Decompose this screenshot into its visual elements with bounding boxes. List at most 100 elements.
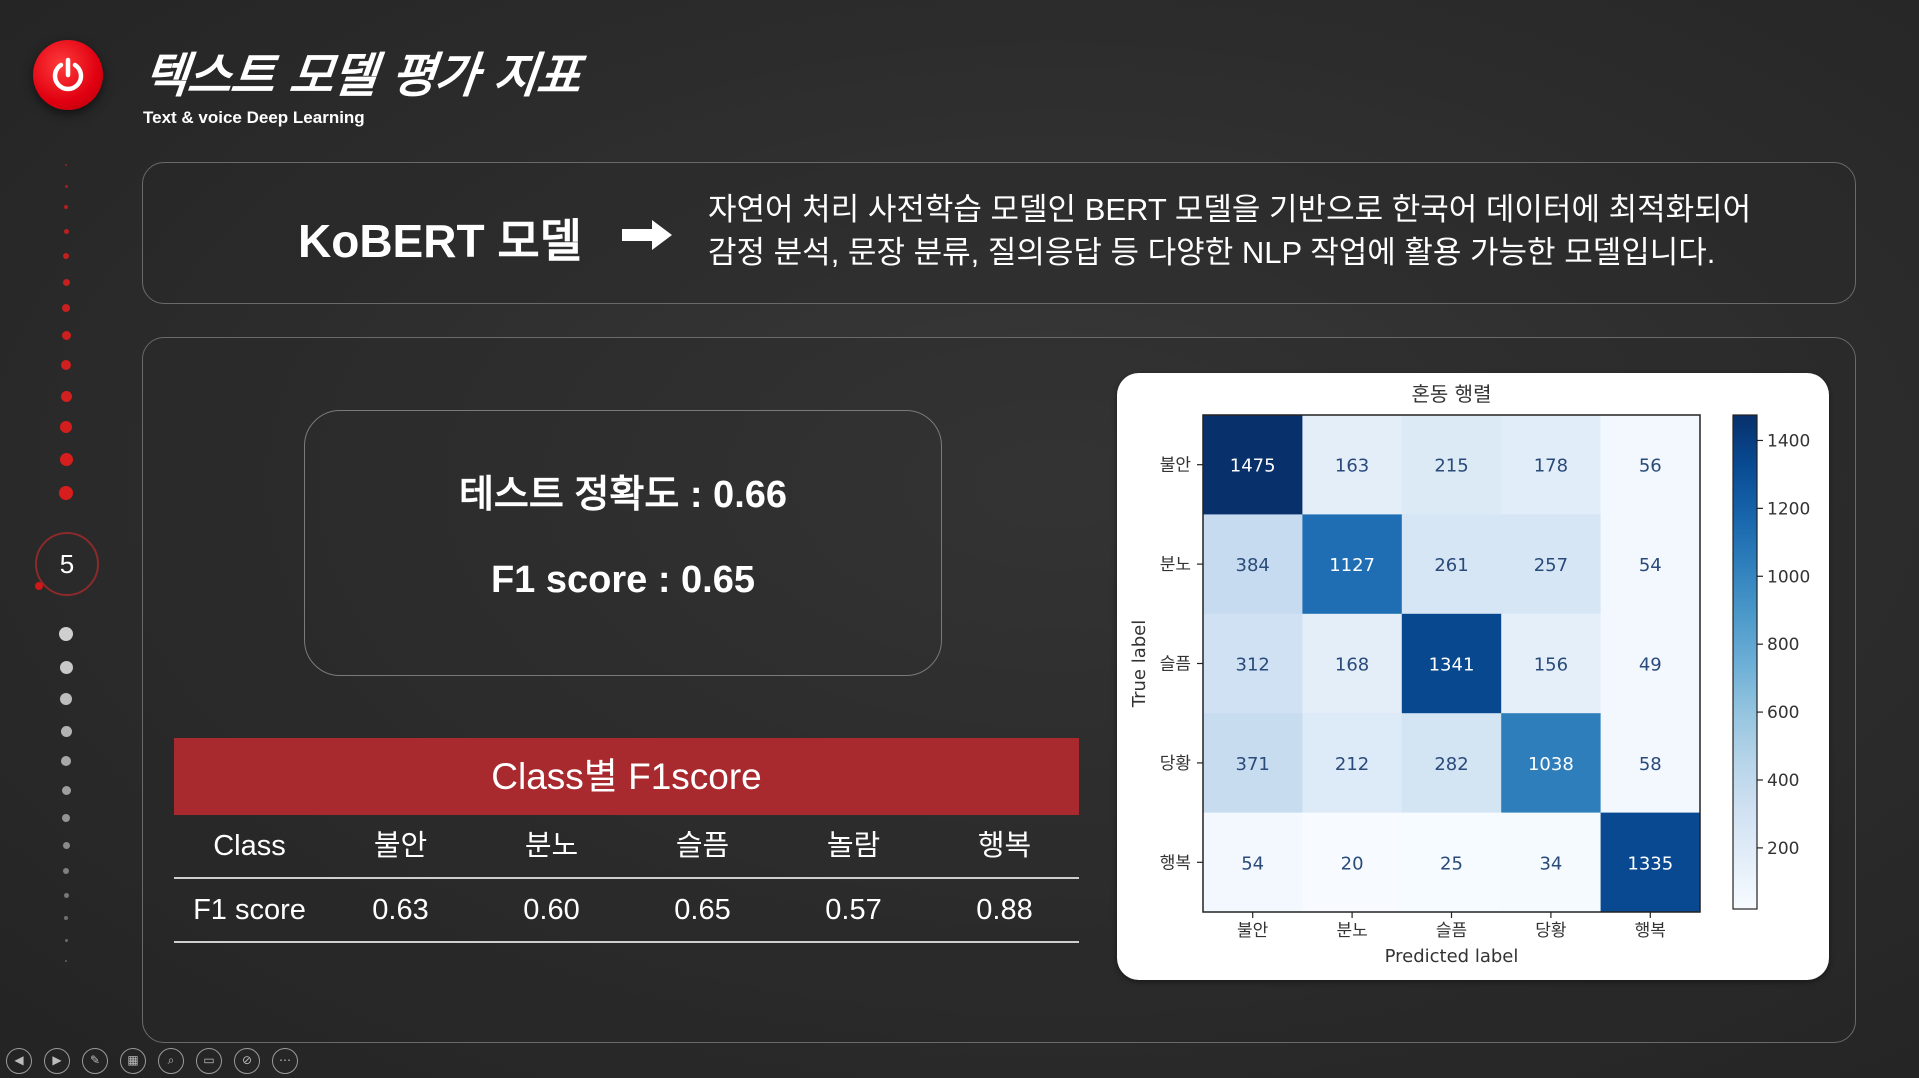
cell-value-label: 20 [1341,853,1364,874]
progress-dot [62,841,70,849]
arrow-right-icon [622,220,672,250]
confusion-matrix-card: 혼동 행렬 1475 163 215 178 56 384 1127 261 257 54 312 16… [1117,373,1829,980]
progress-dot [62,304,70,312]
model-name: KoBERT 모델 [298,215,582,267]
table-header-cell: 불안 [373,830,428,862]
progress-dot [63,892,69,898]
heatmap-cell [1401,713,1502,814]
heatmap-cell [1401,415,1502,515]
cell-value-label: 1127 [1329,555,1375,576]
heatmap-cell [1501,713,1602,814]
cell-value-label: 54 [1639,555,1662,576]
intro-panel [142,162,1856,304]
progress-dot [59,660,73,674]
table-header-cell: 놀람 [826,830,881,862]
colorbar [1732,414,1758,910]
heatmap-cell [1302,415,1403,515]
heatmap-cell [1302,613,1403,714]
table-cell: 0.63 [372,894,429,926]
table-cell: 0.57 [825,894,882,926]
heatmap-cell [1600,713,1701,814]
cell-value-label: 282 [1434,754,1468,775]
power-icon [52,57,84,92]
pen-icon[interactable]: ✎ [82,1048,108,1074]
f1-score: F1 score : 0.65 [490,559,756,601]
power-button[interactable] [33,40,103,110]
progress-dot [62,814,70,822]
page-marker-dot [35,582,43,590]
progress-dot [61,330,71,340]
progress-dot [59,486,73,500]
heatmap-cell [1401,613,1502,714]
prev-icon[interactable]: ◀ [6,1048,32,1074]
table-cell: 0.88 [976,894,1033,926]
more-icon[interactable]: ⋯ [272,1048,298,1074]
cell-value-label: 1038 [1528,754,1574,775]
progress-dot [61,756,71,766]
colorbar-tick-label: 400 [1767,771,1799,791]
x-tick-label: 당황 [1535,921,1566,941]
progress-dot [59,627,73,641]
zoom-icon[interactable]: ⌕ [158,1048,184,1074]
heatmap-cell [1401,514,1502,615]
colorbar-tick-label: 200 [1767,839,1799,859]
heatmap-cell [1501,812,1602,913]
colorbar-tick-label: 600 [1767,703,1799,723]
y-tick-label: 불안 [1160,456,1192,476]
table-cell: F1 score [193,894,306,926]
cell-value-label: 58 [1639,754,1662,775]
cell-value-label: 1341 [1429,655,1475,676]
colorbar-tick-label: 1200 [1767,499,1810,519]
page-subtitle: Text & voice Deep Learning [143,108,365,127]
cell-value-label: 178 [1534,456,1568,477]
table-cell: 0.60 [523,894,580,926]
f1-table-row: F1 score 0.63 0.60 0.65 0.57 0.88 [174,879,1079,943]
y-tick-label: 행복 [1160,853,1191,873]
cell-value-label: 1475 [1230,456,1276,477]
cell-value-label: 1335 [1627,853,1673,874]
model-description: 자연어 처리 사전학습 모델인 BERT 모델을 기반으로 한국어 데이터에 최… [708,188,1751,274]
heatmap-cell [1600,415,1701,515]
x-axis-label: Predicted label [1385,946,1519,967]
x-tick-label: 불안 [1237,921,1269,941]
colorbar-tick-label: 1400 [1767,431,1810,451]
test-accuracy: 테스트 정확도 : 0.66 [458,474,788,516]
progress-dot [61,360,71,370]
progress-dot [60,421,72,433]
cell-value-label: 212 [1335,754,1369,775]
y-tick-label: 슬픔 [1160,655,1191,675]
x-tick-label: 슬픔 [1436,921,1467,941]
subtitle-icon[interactable]: ▭ [196,1048,222,1074]
progress-dot [60,725,72,737]
progress-dot [64,938,68,942]
camera-off-icon[interactable]: ⊘ [234,1048,260,1074]
next-icon[interactable]: ▶ [44,1048,70,1074]
metrics-box: 테스트 정확도 : 0.66 F1 score : 0.65 [304,410,942,676]
progress-dot [61,785,71,795]
cell-value-label: 261 [1434,555,1468,576]
cell-value-label: 49 [1639,655,1662,676]
cell-value-label: 34 [1539,853,1562,874]
y-tick-label: 당황 [1160,754,1191,774]
chart-title: 혼동 행렬 [1412,382,1492,406]
confusion-matrix-chart: 혼동 행렬 1475 163 215 178 56 384 1127 261 257 54 312 16… [1129,382,1810,967]
colorbar-tick-label: 800 [1767,635,1799,655]
cell-value-label: 54 [1241,853,1264,874]
cell-value-label: 163 [1335,456,1369,477]
heatmap-cell [1302,713,1403,814]
description-line-2: 감정 분석, 문장 분류, 질의응답 등 다양한 NLP 작업에 활용 가능한 … [708,235,1716,270]
heatmap-cell [1302,514,1403,615]
colorbar-tick-label: 1000 [1767,567,1810,587]
progress-dot [62,278,70,286]
cell-value-label: 25 [1440,853,1463,874]
table-header-cell: Class [213,830,286,862]
slides-icon[interactable]: ▦ [120,1048,146,1074]
table-header-cell: 슬픔 [675,830,730,862]
cell-value-label: 156 [1534,655,1568,676]
heatmap-cell [1600,812,1701,913]
heatmap-cell [1203,613,1303,714]
progress-dot [65,164,67,166]
description-line-1: 자연어 처리 사전학습 모델인 BERT 모델을 기반으로 한국어 데이터에 최… [708,192,1752,227]
progress-dot [64,184,68,188]
table-header-cell: 분노 [524,830,579,862]
